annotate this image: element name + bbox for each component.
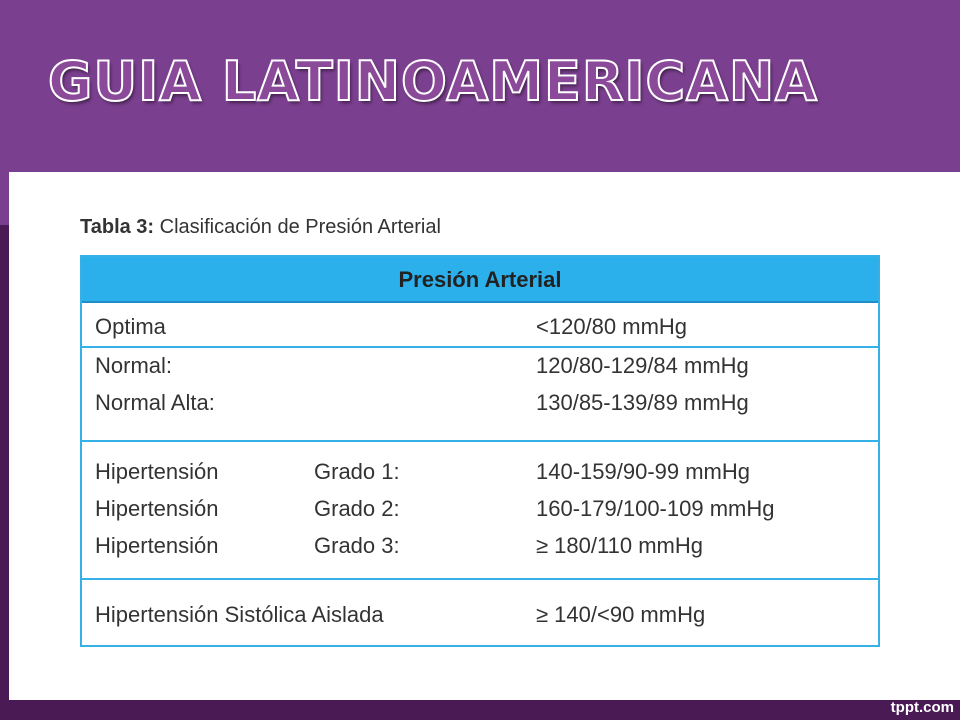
- row-category: Optima: [95, 314, 166, 339]
- row-grade: Grado 3:: [314, 533, 400, 558]
- caption-text: Clasificación de Presión Arterial: [159, 216, 441, 238]
- row-divider: [82, 346, 878, 348]
- row-category: Hipertensión: [95, 533, 219, 558]
- row-category: Hipertensión: [95, 459, 219, 484]
- caption-label: Tabla 3:: [80, 216, 155, 238]
- row-category: Normal:: [95, 353, 173, 378]
- row-value: <120/80 mmHg: [536, 314, 688, 339]
- row-category: Hipertensión Sistólica Aislada: [95, 602, 384, 627]
- row-value: 160-179/100-109 mmHg: [536, 496, 775, 521]
- watermark: tppt.com: [890, 699, 954, 716]
- row-value: 120/80-129/84 mmHg: [536, 353, 749, 378]
- row-category: Hipertensión: [95, 496, 219, 521]
- row-grade: Grado 2:: [314, 496, 400, 521]
- slide-title: GUIA LATINOAMERICANA: [47, 49, 818, 114]
- row-value: 140-159/90-99 mmHg: [536, 459, 751, 484]
- table-caption: Tabla 3: Clasificación de Presión Arteri…: [80, 216, 441, 239]
- row-divider: [82, 578, 878, 580]
- row-divider: [82, 440, 878, 442]
- row-value: ≥ 180/110 mmHg: [536, 533, 703, 558]
- bp-classification-table: Presión Arterial Optima <120/80 mmHg Nor…: [80, 255, 880, 647]
- row-category: Normal Alta:: [95, 390, 215, 415]
- row-value: 130/85-139/89 mmHg: [536, 390, 749, 415]
- row-value: ≥ 140/<90 mmHg: [536, 602, 706, 627]
- table-header: Presión Arterial: [82, 257, 878, 303]
- row-grade: Grado 1:: [314, 459, 400, 484]
